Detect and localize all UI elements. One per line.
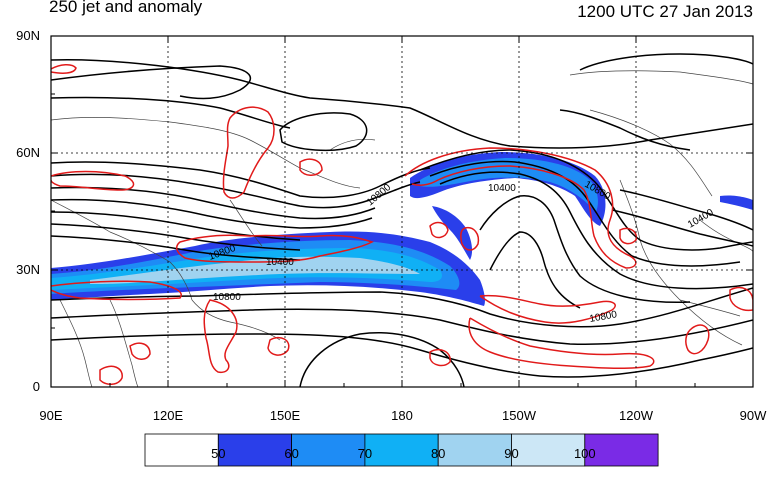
colorbar-box <box>144 433 219 467</box>
lat-label-60n: 60N <box>16 145 40 160</box>
map-title: 250 jet and anomaly <box>49 0 203 16</box>
lon-label-150e: 150E <box>269 408 301 423</box>
colorbar-box <box>291 433 366 467</box>
lat-lon-grid <box>51 36 753 387</box>
colorbar-box <box>584 433 659 467</box>
axis-ticks <box>51 35 753 388</box>
jet-na-exit <box>720 195 753 210</box>
lon-label-120e: 120E <box>152 408 184 423</box>
lon-label-90w: 90W <box>739 408 767 423</box>
valid-time-label: 1200 UTC 27 Jan 2013 <box>577 2 753 21</box>
contour-label: 10400 <box>266 257 294 268</box>
colorbar-box <box>511 433 586 467</box>
jet-band-80 <box>90 256 420 284</box>
colorbar-tick-label: 90 <box>504 446 519 461</box>
lon-label-180: 180 <box>391 408 413 423</box>
anomaly-contours <box>51 64 753 385</box>
lat-label-90n: 90N <box>16 28 40 43</box>
jet-dip <box>432 206 473 260</box>
colorbar-box <box>437 433 512 467</box>
colorbar-tick-label: 100 <box>573 446 596 461</box>
height-contours <box>51 53 753 387</box>
lon-label-90e: 90E <box>39 408 63 423</box>
colorbar-tick-label: 50 <box>211 446 226 461</box>
contour-label: 10400 <box>488 183 516 194</box>
lon-label-120w: 120W <box>619 408 653 423</box>
colorbar-tick-label: 60 <box>284 446 299 461</box>
colorbar-tick-label: 80 <box>430 446 446 461</box>
contour-label: 10800 <box>589 309 619 325</box>
lat-label-0: 0 <box>32 379 40 394</box>
contour-label: 10400 <box>686 207 716 231</box>
colorbar-tick-label: 70 <box>357 446 373 461</box>
colorbar-box <box>364 433 439 467</box>
lat-label-30n: 30N <box>16 262 40 277</box>
lon-label-150w: 150W <box>502 408 536 423</box>
colorbar <box>144 433 659 467</box>
colorbar-box <box>217 433 293 467</box>
contour-label: 10800 <box>213 292 241 303</box>
